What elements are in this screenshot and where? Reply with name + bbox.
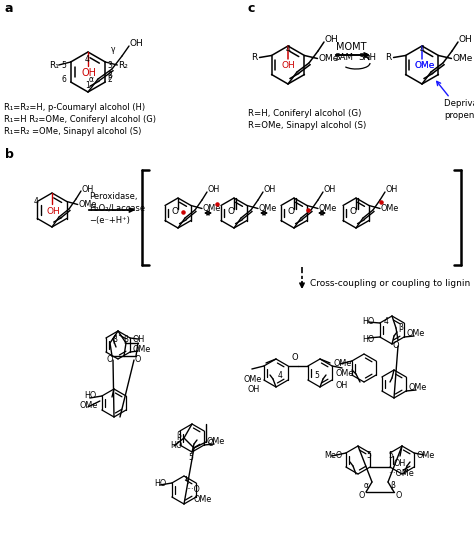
Text: 4: 4: [420, 45, 425, 54]
Text: OMe: OMe: [416, 451, 434, 460]
Text: OH: OH: [336, 381, 348, 390]
Text: β: β: [390, 481, 395, 490]
Text: O: O: [349, 208, 356, 217]
Text: O: O: [292, 354, 298, 363]
Text: OH: OH: [82, 184, 94, 194]
Text: R₁: R₁: [49, 60, 59, 70]
Text: OMe: OMe: [319, 204, 337, 213]
Text: O: O: [392, 341, 399, 349]
Text: OMe: OMe: [132, 344, 150, 354]
Text: Deprival of dehydrogenation: Deprival of dehydrogenation: [444, 100, 474, 108]
Text: OMe: OMe: [381, 204, 399, 213]
Text: MeO: MeO: [324, 451, 342, 460]
Text: R=H, Coniferyl alcohol (G): R=H, Coniferyl alcohol (G): [248, 108, 361, 118]
Text: HO: HO: [84, 391, 96, 400]
Text: OH: OH: [282, 61, 296, 71]
Text: OH: OH: [459, 34, 473, 44]
Text: OH: OH: [394, 460, 406, 468]
Text: R=OMe, Sinapyl alcohol (S): R=OMe, Sinapyl alcohol (S): [248, 121, 366, 129]
Text: SAH: SAH: [358, 52, 376, 61]
Text: OMe: OMe: [415, 61, 436, 71]
Text: R₂: R₂: [118, 60, 128, 70]
Text: ···OMe: ···OMe: [388, 469, 414, 479]
Text: OMe: OMe: [244, 375, 262, 384]
Text: OMe: OMe: [259, 204, 277, 213]
Text: 4: 4: [278, 371, 283, 381]
Text: MOMT: MOMT: [336, 42, 366, 52]
Text: a: a: [5, 2, 13, 15]
Text: β: β: [112, 335, 117, 343]
Text: 4: 4: [33, 197, 38, 206]
Text: 6: 6: [62, 74, 66, 84]
Text: OMe: OMe: [194, 495, 212, 505]
Text: HO: HO: [170, 441, 182, 451]
Text: γ: γ: [111, 45, 116, 53]
Text: OMe: OMe: [319, 54, 339, 63]
Text: OH: OH: [130, 38, 144, 47]
Text: α: α: [364, 481, 369, 490]
Text: OMe: OMe: [415, 61, 436, 71]
Text: OMe: OMe: [453, 54, 473, 63]
Text: OMe: OMe: [80, 402, 98, 411]
Text: R₁=H R₂=OMe, Coniferyl alcohol (G): R₁=H R₂=OMe, Coniferyl alcohol (G): [4, 115, 156, 125]
Text: 4: 4: [384, 317, 389, 327]
Text: OH: OH: [82, 68, 97, 78]
Text: OMe: OMe: [79, 200, 97, 209]
Text: R₁=R₂ =OMe, Sinapyl alcohol (S): R₁=R₂ =OMe, Sinapyl alcohol (S): [4, 128, 141, 136]
Text: SAM: SAM: [334, 52, 353, 61]
Text: HO: HO: [362, 316, 374, 326]
Text: HO: HO: [154, 479, 166, 487]
Text: OMe: OMe: [408, 384, 427, 392]
Text: b: b: [5, 149, 14, 162]
Text: R: R: [252, 53, 258, 62]
Text: O: O: [107, 356, 113, 364]
Text: OH: OH: [325, 34, 339, 44]
Text: OH: OH: [47, 206, 61, 216]
Text: OMe: OMe: [206, 438, 224, 446]
Text: H₂O₂/Laccase: H₂O₂/Laccase: [89, 204, 145, 212]
Text: OMe: OMe: [406, 329, 424, 338]
Text: 2: 2: [107, 74, 112, 84]
Text: 5: 5: [62, 60, 66, 70]
Text: O: O: [288, 208, 294, 217]
Text: R₁=R₂=H, p-Coumaryl alcohol (H): R₁=R₂=H, p-Coumaryl alcohol (H): [4, 103, 145, 113]
Text: 5: 5: [314, 371, 319, 381]
Text: OMe: OMe: [334, 358, 352, 368]
Text: OMe: OMe: [336, 369, 354, 377]
Text: OH: OH: [248, 384, 260, 393]
Text: OH: OH: [208, 185, 220, 195]
Text: 4: 4: [85, 54, 90, 64]
Text: 5: 5: [188, 453, 193, 461]
Text: 4: 4: [286, 45, 291, 54]
Text: β: β: [398, 323, 403, 333]
Text: OH: OH: [264, 185, 276, 195]
Text: R: R: [385, 53, 392, 62]
Text: 5: 5: [366, 452, 371, 460]
Text: O: O: [228, 208, 235, 217]
Text: OH: OH: [386, 185, 398, 195]
Text: O: O: [135, 356, 141, 364]
Text: HO: HO: [362, 335, 374, 343]
Text: OH: OH: [132, 335, 145, 344]
Text: propensity: propensity: [444, 112, 474, 121]
Text: ···O: ···O: [186, 486, 200, 494]
Text: 5: 5: [388, 452, 393, 460]
Text: β: β: [107, 71, 112, 79]
Text: O: O: [208, 439, 214, 448]
Text: OH: OH: [324, 185, 336, 195]
Text: OMe: OMe: [203, 204, 221, 213]
Text: β: β: [176, 432, 181, 440]
Text: O: O: [396, 492, 402, 501]
Text: 3: 3: [107, 60, 112, 70]
Text: α: α: [89, 75, 94, 85]
Text: O: O: [359, 492, 365, 501]
Text: −(e⁻+H⁺): −(e⁻+H⁺): [89, 216, 130, 225]
Text: c: c: [248, 2, 255, 15]
Text: O: O: [172, 208, 179, 217]
Text: Peroxidase,: Peroxidase,: [89, 192, 137, 202]
Text: Cross-coupling or coupling to lignin: Cross-coupling or coupling to lignin: [310, 279, 470, 287]
Text: 1: 1: [85, 80, 90, 89]
Text: β: β: [123, 335, 128, 343]
